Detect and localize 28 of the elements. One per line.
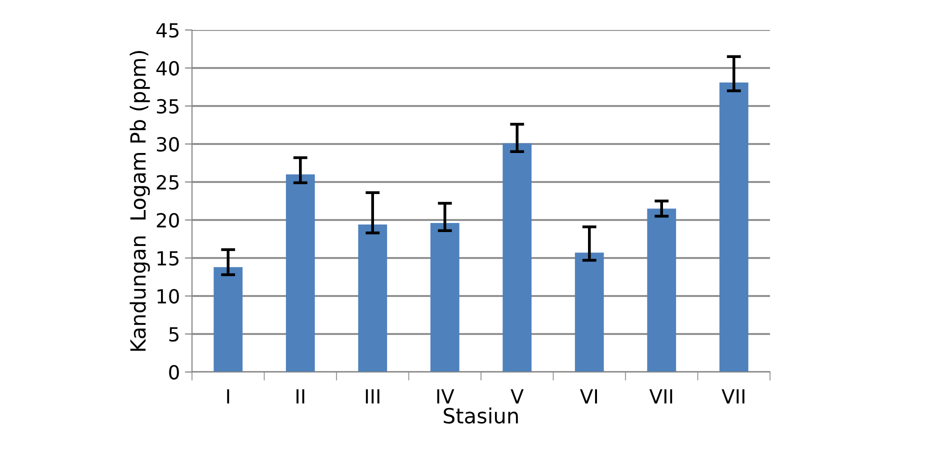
y-tick-label: 10: [158, 288, 179, 304]
x-tick-label: VII: [649, 389, 672, 404]
y-tick-label: 45: [156, 23, 178, 38]
y-tick-label: 25: [156, 174, 178, 190]
y-tick-label: 15: [158, 251, 178, 266]
bar: [430, 223, 460, 372]
bar: [286, 174, 315, 372]
x-tick-label: III: [366, 389, 380, 404]
x-tick-label: II: [296, 389, 304, 404]
y-axis-title: Kandungan Logam Pb (ppm): [130, 50, 150, 351]
x-tick-label: VII: [722, 389, 744, 404]
x-tick-label: V: [510, 389, 524, 404]
y-tick-label: 0: [169, 364, 179, 380]
bar: [574, 252, 604, 372]
bar: [214, 267, 243, 372]
y-tick-label: 40: [156, 60, 179, 76]
x-tick-label: VI: [580, 389, 597, 404]
x-tick-label: I: [227, 389, 230, 404]
y-tick-label: 5: [169, 327, 178, 342]
y-tick-label: 20: [156, 212, 179, 228]
bar: [719, 82, 748, 372]
bar: [502, 143, 532, 372]
x-tick-label: IV: [437, 389, 454, 404]
bar: [647, 208, 676, 372]
y-tick-label: 30: [156, 136, 179, 152]
y-tick-label: 35: [156, 98, 178, 114]
bar: [358, 224, 388, 372]
x-axis-title: Stasiun: [444, 407, 518, 424]
